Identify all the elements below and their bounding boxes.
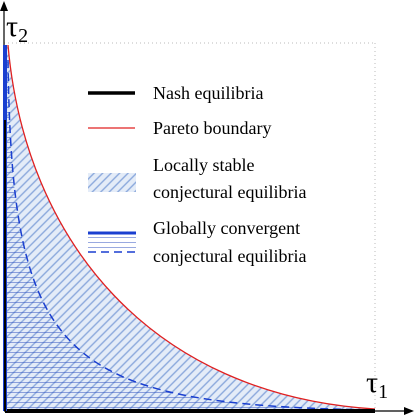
y-arrow [0, 1, 8, 11]
pareto-boundary [7, 44, 376, 410]
legend-label: conjectural equilibria [153, 246, 306, 266]
legend-label: Globally convergent [153, 218, 300, 238]
globally-convergent-boundary [7, 59, 376, 411]
x-arrow [404, 407, 414, 415]
y-label: τ2 [6, 10, 28, 47]
legend-label: Pareto boundary [153, 118, 271, 138]
legend-label: Nash equilibria [153, 83, 263, 103]
globally-convergent-region [4, 60, 375, 411]
legend-label: Locally stable [153, 155, 254, 175]
legend-swatch [88, 233, 136, 252]
legend-swatch [88, 173, 136, 192]
locally-stable-region [4, 45, 375, 411]
legend-label: conjectural equilibria [153, 182, 306, 202]
x-label: τ1 [366, 366, 388, 403]
